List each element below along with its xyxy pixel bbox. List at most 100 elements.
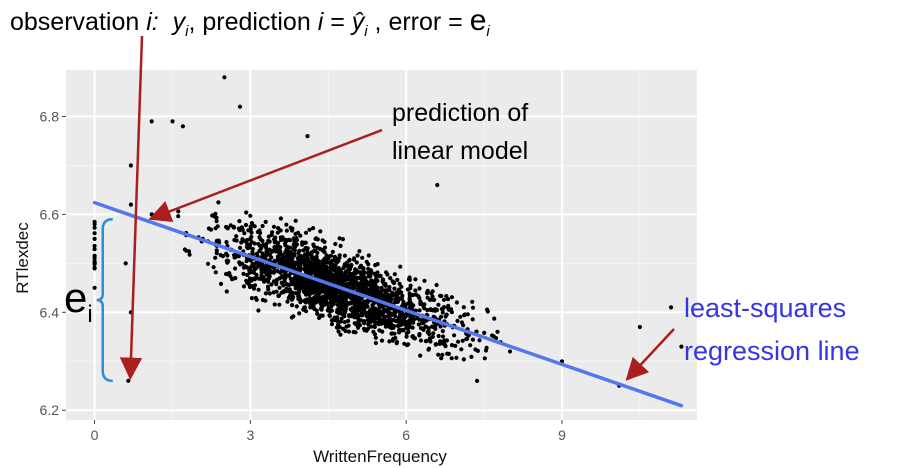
data-point xyxy=(404,334,409,339)
data-point xyxy=(473,347,478,352)
data-point xyxy=(439,356,444,361)
data-point xyxy=(320,273,325,278)
data-point xyxy=(265,266,270,271)
data-point xyxy=(323,294,328,299)
data-point xyxy=(445,351,450,356)
data-point xyxy=(241,265,247,270)
data-point xyxy=(305,297,310,302)
data-point xyxy=(352,294,357,299)
data-point xyxy=(294,260,299,265)
annotation-prediction: prediction of linear model xyxy=(392,99,528,165)
data-point xyxy=(254,272,259,277)
data-point xyxy=(306,251,311,256)
data-point xyxy=(92,285,97,290)
data-point xyxy=(432,307,437,312)
data-point xyxy=(414,292,419,297)
data-point xyxy=(449,310,454,315)
data-point xyxy=(252,277,257,282)
data-point xyxy=(339,316,344,321)
data-point xyxy=(401,328,406,333)
data-point xyxy=(470,317,475,322)
data-point xyxy=(274,247,279,252)
data-point xyxy=(440,352,445,357)
data-point xyxy=(353,268,358,273)
data-point xyxy=(355,253,360,258)
data-point xyxy=(318,229,323,234)
data-point xyxy=(312,259,317,264)
data-point xyxy=(372,319,377,324)
data-point xyxy=(320,263,326,268)
data-point xyxy=(237,219,242,224)
data-point xyxy=(299,283,304,288)
data-point xyxy=(244,210,249,215)
data-point xyxy=(337,253,342,258)
data-point xyxy=(329,258,335,263)
data-point xyxy=(297,288,302,293)
data-point xyxy=(426,347,431,352)
data-point xyxy=(92,261,97,266)
data-point xyxy=(318,289,323,294)
data-point xyxy=(293,231,298,236)
data-point xyxy=(417,286,422,291)
data-point xyxy=(411,335,416,340)
data-point xyxy=(395,299,400,304)
data-point xyxy=(427,336,433,341)
data-point xyxy=(253,295,258,301)
data-point xyxy=(434,282,439,288)
data-point xyxy=(373,335,378,340)
data-point xyxy=(252,224,257,229)
data-point xyxy=(278,252,283,257)
data-point xyxy=(327,272,332,277)
data-point xyxy=(422,306,427,311)
data-point xyxy=(213,255,218,260)
data-point xyxy=(285,247,290,252)
y-axis-label: RTlexdec xyxy=(13,222,32,294)
data-point xyxy=(328,253,334,258)
data-point xyxy=(247,268,252,273)
data-point xyxy=(333,273,338,278)
data-point xyxy=(379,285,384,291)
data-point xyxy=(314,297,319,302)
data-point xyxy=(425,295,430,300)
data-point xyxy=(292,247,297,253)
data-point xyxy=(279,260,284,265)
data-point xyxy=(435,182,440,188)
data-point xyxy=(244,241,250,246)
data-point xyxy=(262,278,267,283)
data-point xyxy=(218,281,224,286)
data-point xyxy=(313,236,318,241)
data-point xyxy=(386,314,391,319)
data-point xyxy=(325,302,330,307)
data-point xyxy=(392,309,397,314)
data-point xyxy=(237,260,242,265)
data-point xyxy=(334,260,340,265)
data-point xyxy=(289,290,294,295)
data-point xyxy=(441,297,447,302)
data-point xyxy=(382,288,387,293)
data-point xyxy=(449,356,454,361)
data-point xyxy=(413,277,418,282)
data-point xyxy=(349,262,354,268)
data-point xyxy=(292,252,297,258)
data-point xyxy=(370,303,375,308)
data-point xyxy=(373,263,378,268)
data-point xyxy=(373,340,378,346)
data-point xyxy=(337,236,342,241)
data-point xyxy=(314,274,319,279)
data-point xyxy=(305,134,310,139)
data-point xyxy=(376,322,381,327)
data-point xyxy=(257,235,262,240)
data-point xyxy=(397,327,402,333)
data-point xyxy=(92,265,97,270)
data-point xyxy=(319,285,324,290)
data-point xyxy=(297,256,302,261)
data-point xyxy=(92,253,97,258)
data-point xyxy=(440,329,445,334)
data-point xyxy=(392,286,397,291)
data-point xyxy=(224,289,229,294)
data-point xyxy=(370,315,375,320)
regression-line xyxy=(92,200,684,408)
data-point xyxy=(362,280,367,285)
data-point xyxy=(365,304,370,309)
data-point xyxy=(237,228,242,233)
